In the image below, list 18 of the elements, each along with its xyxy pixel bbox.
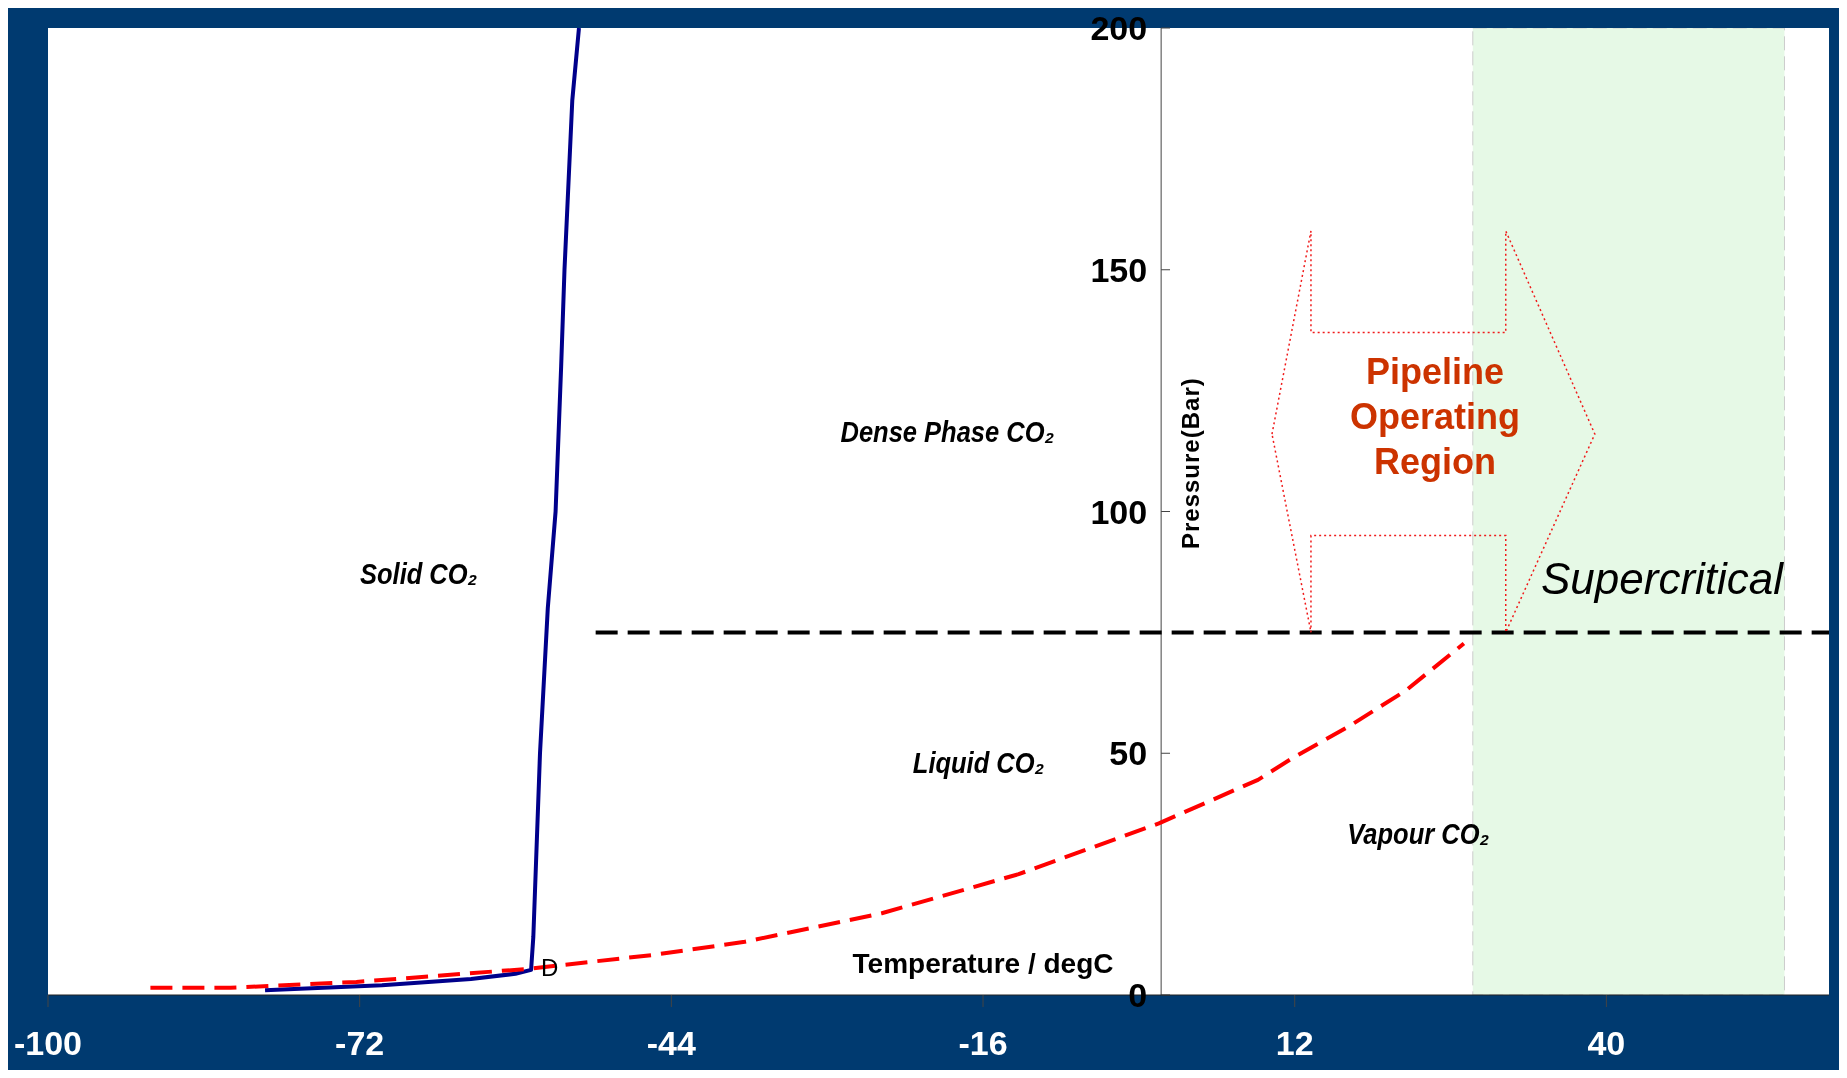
y-axis-title: Pressure(Bar) bbox=[1177, 377, 1205, 550]
y-tick-label: 150 bbox=[1090, 250, 1148, 289]
annotation: Solid CO₂ bbox=[360, 556, 478, 591]
annotation: Dense Phase CO₂ bbox=[840, 415, 1055, 449]
annotation: Supercritical bbox=[1540, 553, 1785, 603]
x-tick-label: 40 bbox=[1587, 1024, 1626, 1063]
annotation: Pipeline Operating Region bbox=[1349, 351, 1520, 483]
annotation: Liquid CO₂ bbox=[912, 746, 1045, 780]
annotation: Vapour CO₂ bbox=[1347, 817, 1490, 851]
x-tick-label: -16 bbox=[958, 1024, 1008, 1063]
y-tick-label: 100 bbox=[1090, 492, 1148, 531]
x-tick-label: 12 bbox=[1275, 1024, 1314, 1063]
line-series bbox=[263, 28, 581, 993]
x-tick-label: -72 bbox=[335, 1024, 385, 1063]
y-tick-label: 50 bbox=[1109, 734, 1148, 773]
x-tick-label: -44 bbox=[646, 1024, 697, 1063]
x-tick-label: -100 bbox=[13, 1024, 83, 1063]
x-axis-title: Temperature / degC bbox=[852, 948, 1114, 979]
